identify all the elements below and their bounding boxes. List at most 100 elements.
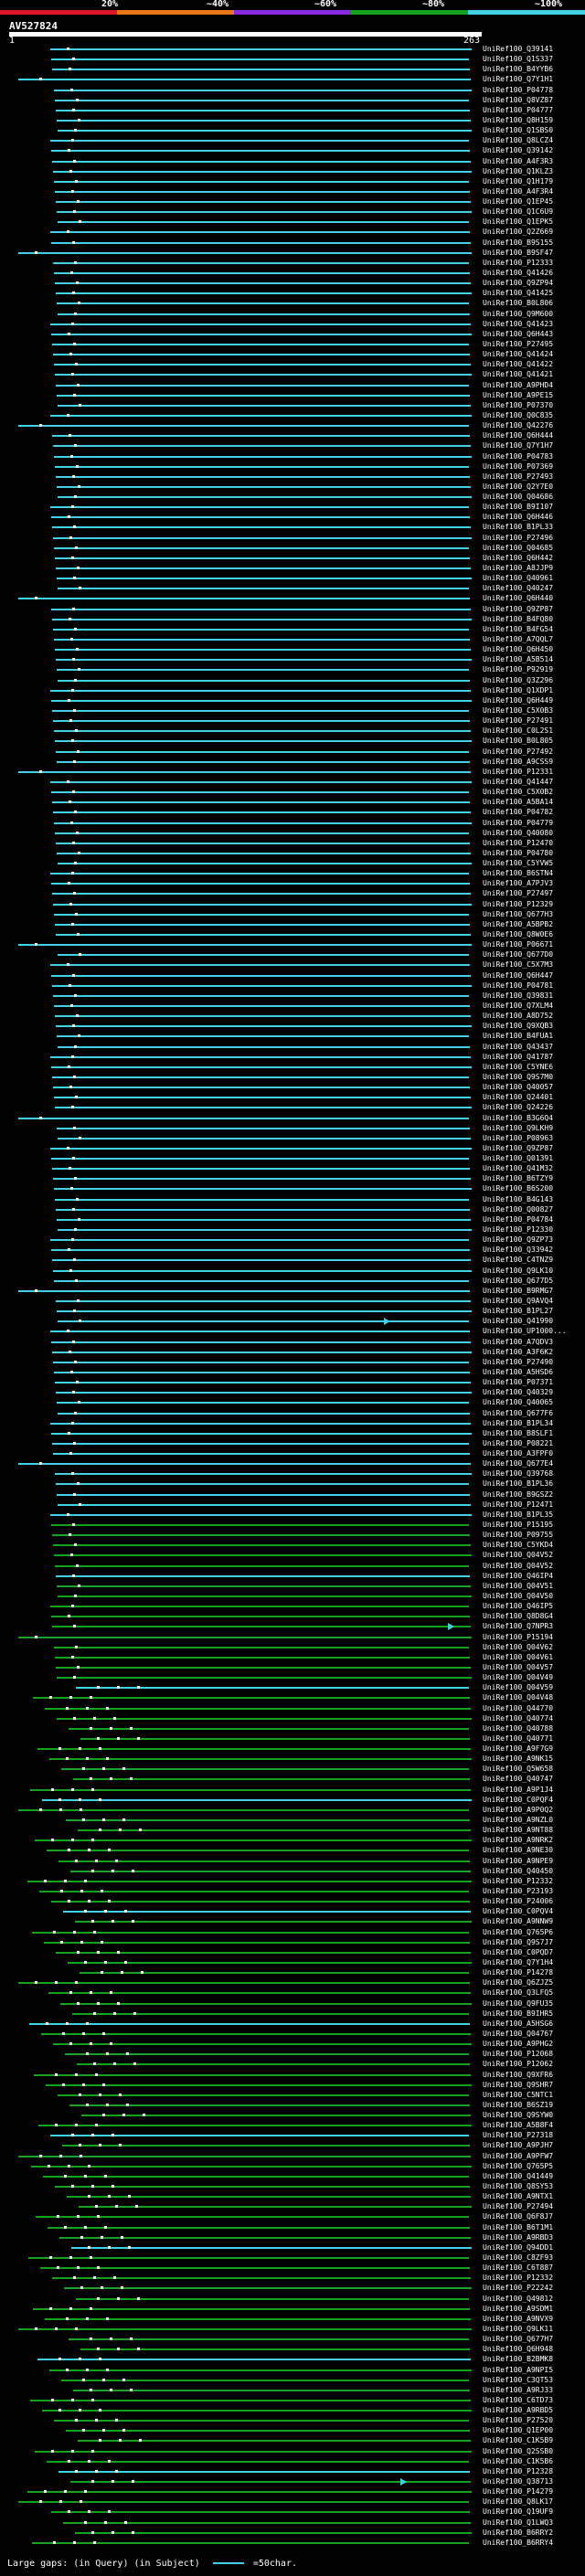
hit-alignment-line[interactable] xyxy=(57,486,471,488)
hit-alignment-line[interactable] xyxy=(64,2287,472,2289)
hit-label[interactable]: UniRef100_Q6H447 xyxy=(483,971,554,980)
hit-alignment-line[interactable] xyxy=(51,1158,469,1160)
hit-alignment-line[interactable] xyxy=(58,1413,470,1415)
hit-label[interactable]: UniRef100_B4FG54 xyxy=(483,625,554,633)
hit-label[interactable]: UniRef100_Q1EP45 xyxy=(483,197,554,206)
hit-label[interactable]: UniRef100_Q8VZ87 xyxy=(483,96,554,104)
hit-alignment-line[interactable] xyxy=(53,1270,472,1272)
hit-label[interactable]: UniRef100_P23193 xyxy=(483,1887,554,1895)
hit-alignment-line[interactable] xyxy=(56,843,470,844)
hit-alignment-line[interactable] xyxy=(57,120,471,122)
hit-label[interactable]: UniRef100_Q6H446 xyxy=(483,513,554,521)
hit-label[interactable]: UniRef100_Q1EPK5 xyxy=(483,217,554,226)
hit-label[interactable]: UniRef100_Q6H450 xyxy=(483,645,554,653)
hit-alignment-line[interactable] xyxy=(71,2247,472,2249)
hit-label[interactable]: UniRef100_A9NVX9 xyxy=(483,2315,554,2323)
hit-label[interactable]: UniRef100_Q6H948 xyxy=(483,2345,554,2353)
hit-label[interactable]: UniRef100_B1PL34 xyxy=(483,1419,554,1427)
hit-alignment-line[interactable] xyxy=(54,822,472,824)
hit-label[interactable]: UniRef100_A8D752 xyxy=(483,1012,554,1020)
hit-alignment-line[interactable] xyxy=(58,1320,469,1322)
hit-alignment-line[interactable] xyxy=(54,1280,469,1282)
hit-label[interactable]: UniRef100_Q04V50 xyxy=(483,1592,554,1600)
hit-alignment-line[interactable] xyxy=(73,2390,470,2391)
hit-alignment-line[interactable] xyxy=(18,79,471,80)
hit-label[interactable]: UniRef100_Q9LKH9 xyxy=(483,1124,554,1132)
hit-label[interactable]: UniRef100_Q44770 xyxy=(483,1704,554,1712)
hit-alignment-line[interactable] xyxy=(70,1871,471,1872)
hit-label[interactable]: UniRef100_Q33942 xyxy=(483,1246,554,1254)
hit-label[interactable]: UniRef100_A3F6K2 xyxy=(483,1348,554,1356)
hit-alignment-line[interactable] xyxy=(30,1789,471,1791)
hit-label[interactable]: UniRef100_Q7XLM4 xyxy=(483,1002,554,1010)
hit-alignment-line[interactable] xyxy=(58,1504,471,1506)
hit-alignment-line[interactable] xyxy=(67,2196,471,2198)
hit-alignment-line[interactable] xyxy=(55,649,471,651)
hit-alignment-line[interactable] xyxy=(76,1687,469,1689)
hit-label[interactable]: UniRef100_C0L2S1 xyxy=(483,726,554,735)
hit-alignment-line[interactable] xyxy=(52,344,469,345)
hit-label[interactable]: UniRef100_P08221 xyxy=(483,1439,554,1447)
hit-alignment-line[interactable] xyxy=(56,751,469,753)
hit-label[interactable]: UniRef100_Q1H179 xyxy=(483,177,554,186)
hit-label[interactable]: UniRef100_P24006 xyxy=(483,1897,554,1905)
hit-label[interactable]: UniRef100_Q41426 xyxy=(483,269,554,277)
hit-label[interactable]: UniRef100_Q3Z296 xyxy=(483,676,554,684)
hit-label[interactable]: UniRef100_B9SF47 xyxy=(483,249,554,257)
hit-label[interactable]: UniRef100_Q04686 xyxy=(483,493,554,501)
hit-label[interactable]: UniRef100_P27493 xyxy=(483,472,554,481)
hit-label[interactable]: UniRef100_Q6H440 xyxy=(483,594,554,602)
hit-alignment-line[interactable] xyxy=(52,1443,469,1445)
hit-label[interactable]: UniRef100_C1K5B9 xyxy=(483,2436,554,2444)
hit-label[interactable]: UniRef100_A9F7G9 xyxy=(483,1744,554,1753)
hit-label[interactable]: UniRef100_P12328 xyxy=(483,2467,554,2475)
hit-label[interactable]: UniRef100_Q8W0E6 xyxy=(483,930,554,938)
hit-alignment-line[interactable] xyxy=(49,1758,472,1760)
hit-alignment-line[interactable] xyxy=(53,811,471,813)
hit-alignment-line[interactable] xyxy=(69,2104,470,2106)
hit-alignment-line[interactable] xyxy=(53,995,469,997)
hit-alignment-line[interactable] xyxy=(57,853,471,854)
hit-label[interactable]: UniRef100_P27496 xyxy=(483,534,554,542)
hit-alignment-line[interactable] xyxy=(50,781,472,783)
hit-alignment-line[interactable] xyxy=(56,1952,471,1954)
hit-alignment-line[interactable] xyxy=(57,1128,470,1129)
hit-label[interactable]: UniRef100_A9NPI5 xyxy=(483,2366,554,2374)
hit-alignment-line[interactable] xyxy=(53,2043,472,2045)
hit-label[interactable]: UniRef100_Q765P6 xyxy=(483,1928,554,1936)
hit-alignment-line[interactable] xyxy=(45,1708,471,1710)
hit-label[interactable]: UniRef100_P27490 xyxy=(483,1358,554,1366)
hit-alignment-line[interactable] xyxy=(54,272,470,274)
hit-alignment-line[interactable] xyxy=(56,934,471,936)
hit-label[interactable]: UniRef100_A5B8F4 xyxy=(483,2121,554,2129)
hit-label[interactable]: UniRef100_P27318 xyxy=(483,2131,554,2139)
hit-label[interactable]: UniRef100_Q49812 xyxy=(483,2295,554,2303)
hit-label[interactable]: UniRef100_P12062 xyxy=(483,2060,554,2068)
hit-label[interactable]: UniRef100_B4FQ80 xyxy=(483,615,554,623)
hit-label[interactable]: UniRef100_A9NK15 xyxy=(483,1754,554,1763)
hit-label[interactable]: UniRef100_Q41449 xyxy=(483,2172,554,2180)
hit-alignment-line[interactable] xyxy=(50,1514,472,1516)
hit-alignment-line[interactable] xyxy=(51,1249,470,1251)
hit-alignment-line[interactable] xyxy=(58,1229,472,1231)
hit-alignment-line[interactable] xyxy=(50,2135,469,2136)
hit-label[interactable]: UniRef100_B1PL35 xyxy=(483,1511,554,1519)
hit-alignment-line[interactable] xyxy=(68,1962,472,1964)
hit-alignment-line[interactable] xyxy=(58,680,470,682)
hit-alignment-line[interactable] xyxy=(78,1829,471,1831)
hit-alignment-line[interactable] xyxy=(52,619,472,620)
hit-label[interactable]: UniRef100_Q9S7M0 xyxy=(483,1073,554,1081)
hit-label[interactable]: UniRef100_Q40961 xyxy=(483,574,554,582)
hit-label[interactable]: UniRef100_P15194 xyxy=(483,1633,554,1641)
hit-alignment-line[interactable] xyxy=(54,730,471,732)
hit-alignment-line[interactable] xyxy=(50,873,469,875)
hit-label[interactable]: UniRef100_A9PHD4 xyxy=(483,381,554,389)
hit-label[interactable]: UniRef100_P12332 xyxy=(483,1877,554,1885)
hit-label[interactable]: UniRef100_C6TD73 xyxy=(483,2396,554,2404)
hit-alignment-line[interactable] xyxy=(55,1199,469,1201)
hit-label[interactable]: UniRef100_P07371 xyxy=(483,1378,554,1386)
hit-label[interactable]: UniRef100_Q9XFR6 xyxy=(483,2071,554,2079)
hit-label[interactable]: UniRef100_Q6H444 xyxy=(483,431,554,440)
hit-label[interactable]: UniRef100_Q43437 xyxy=(483,1043,554,1051)
hit-label[interactable]: UniRef100_C0PQV4 xyxy=(483,1907,554,1915)
